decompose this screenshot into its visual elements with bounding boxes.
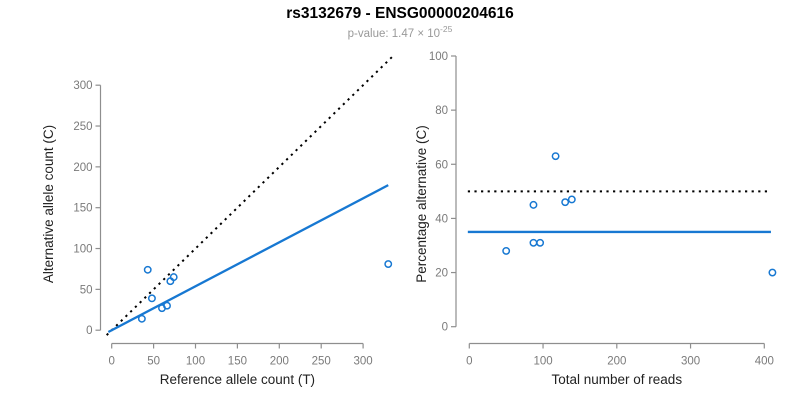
x-tick-label: 300 (354, 356, 373, 368)
y-tick-label: 150 (73, 203, 92, 215)
fit-line (107, 184, 389, 334)
y-tick-label: 80 (435, 105, 448, 117)
data-point (166, 277, 175, 286)
x-tick-label: 100 (533, 356, 552, 368)
y-tick-label: 100 (73, 244, 92, 256)
x-tick-label: 400 (755, 356, 774, 368)
x-tick-label: 50 (147, 356, 160, 368)
y-tick-label: 250 (73, 121, 92, 133)
data-point (551, 152, 560, 161)
x-axis-title: Reference allele count (T) (160, 372, 315, 387)
y-tick-label: 0 (442, 322, 448, 334)
allele-count-plot: 0 50 100 150 200 250 300 0 50 100 150 200 250 300 Refe… (41, 53, 396, 387)
y-tick-label: 40 (435, 213, 448, 225)
figure-title: rs3132679 - ENSG00000204616 (286, 5, 514, 22)
x-tick-label: 200 (270, 356, 289, 368)
y-tick-label: 300 (73, 80, 92, 92)
data-point (384, 260, 393, 268)
data-point (143, 265, 152, 274)
identity-line (105, 53, 396, 336)
data-point (147, 294, 156, 303)
data-point (567, 195, 576, 204)
data-point (561, 198, 570, 207)
pvalue-exponent: -25 (440, 24, 453, 34)
y-tick-label: 200 (73, 162, 92, 174)
data-point (158, 304, 166, 313)
y-tick-label: 20 (435, 268, 448, 280)
x-tick-label: 100 (186, 356, 205, 368)
data-point (502, 246, 511, 255)
data-point (768, 268, 777, 277)
x-tick-label: 250 (312, 356, 331, 368)
y-tick-label: 50 (80, 284, 93, 296)
data-point (529, 200, 538, 209)
y-axis-title: Alternative allele count (C) (41, 125, 56, 283)
x-tick-label: 150 (228, 356, 247, 368)
x-tick-label: 0 (466, 356, 472, 368)
x-tick-label: 200 (607, 356, 626, 368)
y-tick-label: 60 (435, 159, 448, 171)
y-tick-label: 100 (429, 51, 448, 63)
x-tick-label: 300 (681, 356, 700, 368)
data-point (137, 314, 146, 323)
data-point (529, 238, 538, 247)
x-tick-label: 0 (108, 356, 114, 368)
data-point (536, 238, 545, 247)
percentage-plot: 0 20 40 60 80 100 0 100 200 300 400 Total number of… (414, 51, 777, 387)
y-axis-title: Percentage alternative (C) (414, 125, 429, 283)
y-tick-label: 0 (86, 325, 92, 337)
x-axis-title: Total number of reads (552, 372, 683, 387)
figure-subtitle: p-value: 1.47 × 10-25 (0, 24, 800, 40)
pvalue-text: p-value: 1.47 × 10 (347, 27, 441, 40)
